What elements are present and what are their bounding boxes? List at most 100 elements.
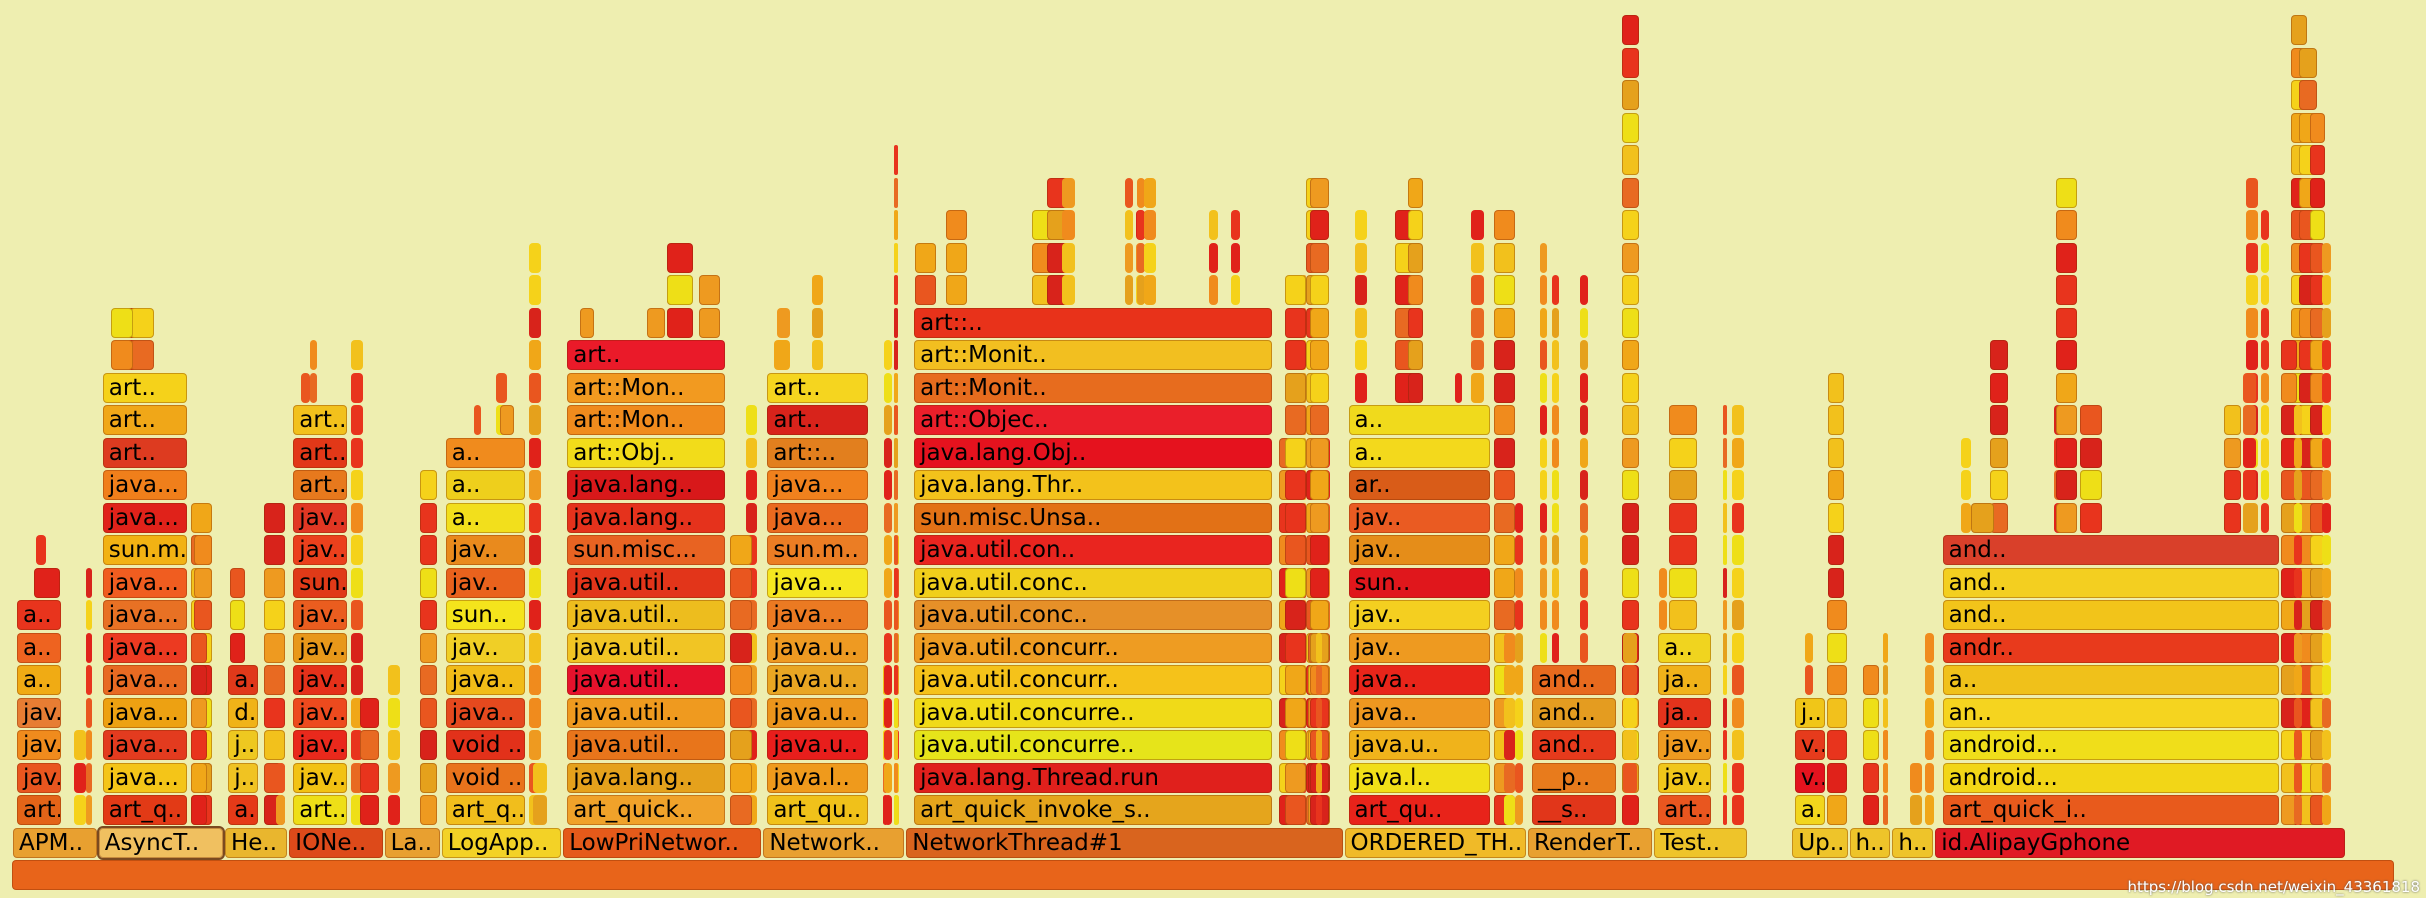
flame-frame[interactable]	[1622, 47, 1640, 78]
flame-frame[interactable]	[1827, 535, 1845, 565]
flame-frame[interactable]	[351, 502, 364, 533]
flame-frame[interactable]	[419, 470, 438, 500]
flame-frame[interactable]	[191, 665, 207, 695]
flame-frame[interactable]	[2260, 340, 2269, 370]
flame-frame[interactable]: ja..	[1658, 665, 1712, 695]
flame-frame[interactable]	[419, 600, 438, 630]
flame-frame[interactable]	[1284, 697, 1306, 728]
flame-frame[interactable]: java.lang..	[567, 762, 726, 793]
flame-frame[interactable]	[1309, 275, 1329, 305]
flame-frame[interactable]: a..	[228, 665, 259, 695]
flame-frame[interactable]	[1309, 600, 1329, 630]
flame-frame[interactable]	[1284, 275, 1306, 305]
flame-frame-thread[interactable]: h..	[1892, 827, 1934, 858]
flame-frame[interactable]	[2321, 535, 2332, 565]
flame-frame[interactable]	[1862, 665, 1880, 695]
flame-frame[interactable]	[1143, 275, 1156, 305]
flame-frame[interactable]	[2245, 210, 2259, 240]
flame-frame[interactable]	[33, 567, 61, 598]
flame-frame[interactable]	[1471, 340, 1484, 370]
flame-frame[interactable]: java.u..	[767, 632, 869, 663]
flame-frame[interactable]: art..	[102, 405, 187, 435]
flame-frame[interactable]	[1309, 437, 1329, 468]
flame-frame[interactable]: java.util.concurr..	[914, 665, 1272, 695]
flame-frame[interactable]	[1136, 210, 1145, 240]
flame-frame[interactable]	[2223, 437, 2241, 468]
flame-frame[interactable]	[1622, 145, 1640, 175]
flame-frame[interactable]	[1731, 600, 1745, 630]
flame-frame[interactable]	[1622, 665, 1637, 695]
flame-frame[interactable]	[1826, 632, 1847, 663]
flame-frame[interactable]	[1309, 502, 1329, 533]
flame-frame[interactable]	[110, 307, 134, 338]
flame-frame[interactable]	[2056, 340, 2077, 370]
flame-frame[interactable]	[1539, 470, 1548, 500]
flame-frame[interactable]	[1284, 470, 1306, 500]
flame-frame[interactable]	[1622, 405, 1640, 435]
flame-frame[interactable]: art::Mon..	[567, 405, 726, 435]
flame-frame[interactable]: sun.m..	[767, 535, 869, 565]
flame-frame[interactable]	[884, 795, 893, 825]
flame-frame[interactable]	[1622, 275, 1640, 305]
flame-frame[interactable]	[893, 600, 898, 630]
flame-frame[interactable]	[1989, 405, 2009, 435]
flame-frame[interactable]	[191, 762, 207, 793]
flame-frame[interactable]	[1552, 307, 1559, 338]
flame-frame[interactable]	[1961, 470, 1972, 500]
flame-frame[interactable]	[351, 567, 364, 598]
flame-frame[interactable]	[2294, 697, 2303, 728]
flame-frame[interactable]	[1722, 632, 1728, 663]
flame-frame[interactable]	[263, 730, 286, 760]
flame-frame[interactable]	[2321, 307, 2332, 338]
flame-frame[interactable]	[419, 730, 438, 760]
flame-frame[interactable]	[263, 697, 286, 728]
flame-frame[interactable]	[474, 405, 481, 435]
flame-frame[interactable]	[193, 567, 212, 598]
flame-frame[interactable]	[2294, 437, 2303, 468]
flame-frame[interactable]	[1925, 795, 1934, 825]
flame-frame[interactable]	[1622, 340, 1640, 370]
flame-frame[interactable]	[2260, 502, 2269, 533]
flame-frame[interactable]	[1354, 307, 1367, 338]
flame-frame[interactable]	[1315, 665, 1322, 695]
flame-frame[interactable]: art..	[767, 405, 869, 435]
flame-frame[interactable]: ar..	[1348, 470, 1490, 500]
flame-frame[interactable]	[1731, 795, 1745, 825]
flame-frame[interactable]	[2260, 470, 2269, 500]
flame-frame[interactable]	[1136, 242, 1145, 273]
flame-frame[interactable]	[1622, 470, 1640, 500]
flame-frame[interactable]	[1731, 665, 1745, 695]
flame-frame[interactable]	[1125, 242, 1133, 273]
flame-frame[interactable]	[1284, 372, 1306, 403]
flame-frame[interactable]	[745, 470, 758, 500]
flame-frame[interactable]	[2321, 567, 2332, 598]
flame-frame[interactable]	[893, 730, 898, 760]
flame-frame[interactable]	[533, 795, 547, 825]
flame-frame[interactable]: java...	[767, 470, 869, 500]
flame-frame[interactable]	[73, 762, 87, 793]
flame-frame[interactable]	[745, 502, 758, 533]
flame-frame[interactable]	[1731, 730, 1745, 760]
flame-frame[interactable]	[2260, 275, 2269, 305]
flame-frame[interactable]: and..	[1531, 665, 1617, 695]
flame-frame[interactable]	[1579, 535, 1588, 565]
flame-frame[interactable]	[730, 665, 752, 695]
flame-frame[interactable]	[2080, 470, 2102, 500]
flame-frame[interactable]	[1407, 210, 1423, 240]
flame-frame[interactable]	[915, 242, 936, 273]
flame-frame[interactable]: java...	[102, 600, 187, 630]
flame-frame[interactable]	[275, 795, 285, 825]
flame-frame[interactable]	[1284, 340, 1306, 370]
flame-frame[interactable]	[528, 437, 541, 468]
flame-frame[interactable]	[275, 762, 285, 793]
flame-frame[interactable]	[730, 762, 752, 793]
flame-frame[interactable]	[1731, 405, 1745, 435]
flame-frame[interactable]	[1354, 210, 1367, 240]
flame-frame[interactable]: jav..	[1658, 762, 1712, 793]
flame-frame[interactable]	[884, 535, 893, 565]
flame-frame[interactable]: art..	[102, 372, 187, 403]
flame-frame[interactable]	[2321, 340, 2332, 370]
flame-frame[interactable]	[1503, 697, 1516, 728]
flame-frame[interactable]	[1494, 372, 1515, 403]
flame-frame-thread[interactable]: IONe..	[289, 827, 383, 858]
